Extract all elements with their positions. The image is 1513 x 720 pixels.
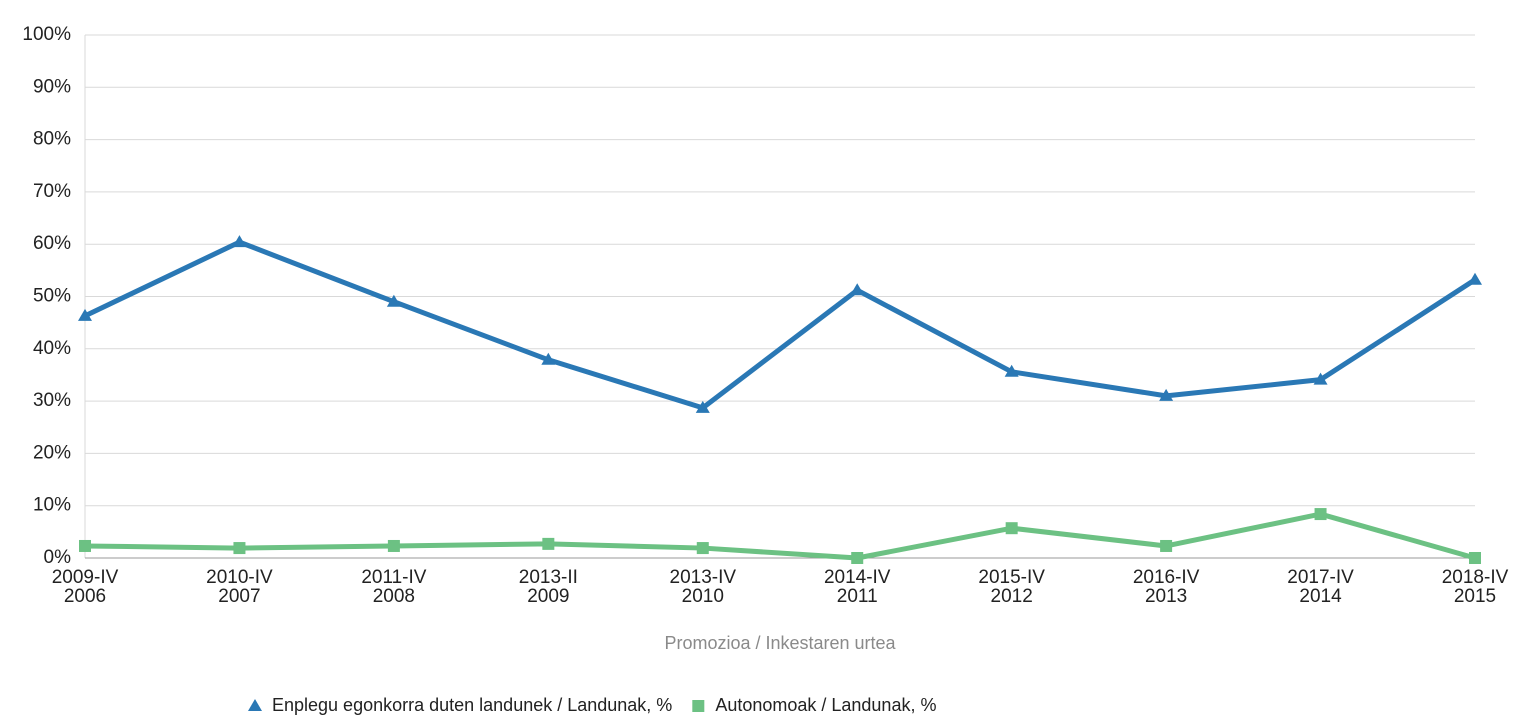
x-tick-label: 2013 [1145, 586, 1187, 607]
y-tick-label: 30% [33, 390, 71, 411]
x-tick-label: 2014 [1299, 586, 1342, 607]
series-line [84, 511, 1476, 561]
legend-marker [692, 700, 705, 712]
point [1314, 508, 1327, 521]
point [851, 552, 864, 564]
point [1159, 388, 1174, 401]
point [695, 400, 710, 413]
point [1005, 522, 1018, 535]
x-tick-label: 2013-II [519, 567, 578, 588]
x-tick-label: 2014-IV [824, 567, 891, 588]
point [850, 283, 865, 296]
x-tick-label: 2015 [1454, 586, 1496, 607]
x-tick-label: 2018-IV [1442, 567, 1509, 588]
x-tick-label: 2017-IV [1287, 567, 1354, 588]
point [1160, 539, 1173, 552]
y-tick-label: 80% [33, 129, 71, 150]
x-tick-label: 2009-IV [52, 567, 119, 588]
point [387, 539, 400, 552]
point [78, 308, 92, 321]
x-tick-label: 2016-IV [1133, 567, 1200, 588]
y-tick-label: 50% [33, 286, 71, 307]
y-tick-label: 10% [33, 495, 71, 516]
point [696, 542, 709, 555]
point [386, 294, 401, 307]
x-tick-label: 2015-IV [978, 567, 1045, 588]
x-tick-label: 2013-IV [670, 567, 737, 588]
x-tick-label: 2012 [991, 586, 1033, 607]
legend-marker [248, 699, 262, 711]
point [541, 352, 556, 365]
legend-label: Autonomoak / Landunak, % [715, 695, 936, 715]
series-line [83, 239, 1477, 411]
x-tick-label: 2006 [64, 586, 106, 607]
point [1469, 552, 1481, 564]
x-tick-label: 2009 [527, 586, 569, 607]
point [233, 542, 246, 555]
point [1313, 372, 1328, 385]
point [232, 235, 247, 248]
y-tick-label: 100% [22, 24, 71, 45]
x-tick-label: 2010 [682, 586, 724, 607]
x-tick-label: 2007 [218, 586, 260, 607]
x-tick-label: 2010-IV [206, 567, 273, 588]
y-tick-label: 90% [33, 76, 71, 97]
x-tick-label: 2011-IV [361, 567, 426, 588]
point [1004, 364, 1019, 377]
x-tick-label: 2008 [373, 586, 415, 607]
point [1468, 272, 1482, 285]
point [542, 537, 555, 550]
x-tick-label: 2011 [837, 586, 878, 607]
y-tick-label: 20% [33, 442, 71, 463]
y-tick-label: 60% [33, 233, 71, 254]
legend-label: Enplegu egonkorra duten landunek / Landu… [272, 695, 672, 715]
x-axis-title: Promozioa / Inkestaren urtea [664, 633, 896, 653]
point [79, 539, 91, 552]
y-tick-label: 40% [33, 338, 71, 359]
y-tick-label: 0% [44, 547, 72, 568]
y-tick-label: 70% [33, 181, 71, 202]
